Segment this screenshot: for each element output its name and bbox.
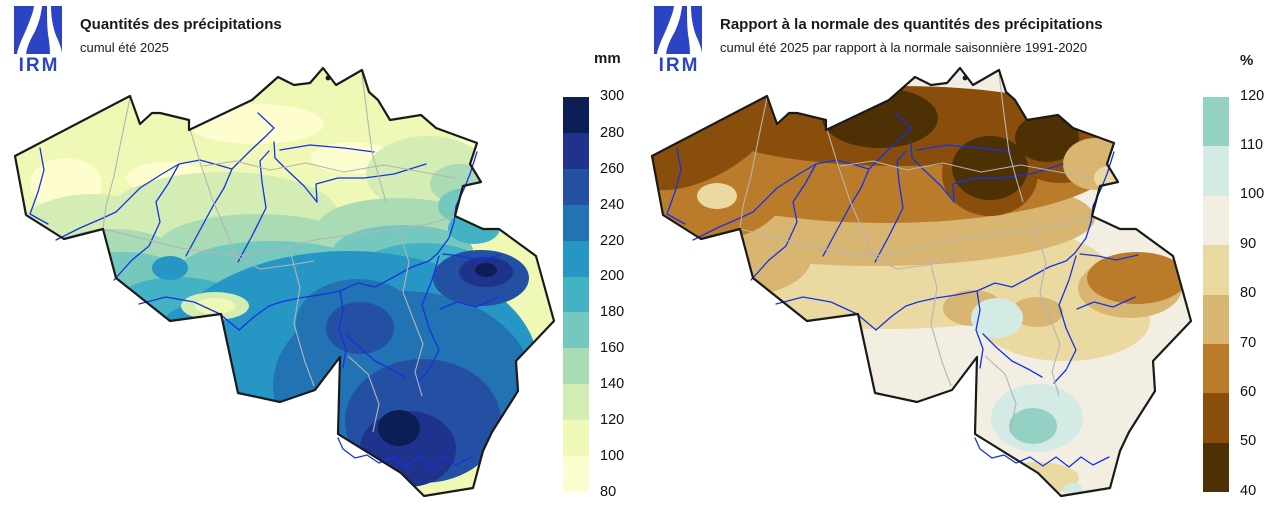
ratio-contours-layer: [652, 68, 1191, 496]
legend-tick: 100: [600, 448, 625, 464]
legend-tick: 180: [600, 304, 625, 320]
colorbar-step: [563, 204, 589, 241]
colorbar-step: [1203, 97, 1229, 147]
legend-tick: 60: [1240, 384, 1257, 400]
left-map-subtitle: cumul été 2025: [80, 40, 169, 55]
colorbar-step: [563, 384, 589, 421]
legend-tick: 140: [600, 376, 625, 392]
colorbar-step: [563, 276, 589, 313]
legend-tick: 50: [1240, 433, 1257, 449]
irm-logo-text: IRM: [659, 55, 700, 74]
ratio-colorbar: [1203, 97, 1229, 492]
legend-tick: 100: [1240, 186, 1265, 202]
legend-unit-mm: mm: [594, 50, 621, 67]
colorbar-step: [1203, 343, 1229, 394]
ratio-legend: % 120 110 100 90 80 70 60 50 40: [1203, 0, 1280, 507]
colorbar-step: [563, 132, 589, 169]
colorbar-step: [1203, 393, 1229, 443]
irm-logo-text: IRM: [19, 55, 60, 74]
legend-tick: 70: [1240, 335, 1257, 351]
precipitation-colorbar: [563, 97, 589, 492]
legend-tick: 240: [600, 197, 625, 213]
belgium-precipitation-map: [13, 66, 556, 498]
country-border: [13, 66, 556, 498]
colorbar-step: [563, 240, 589, 277]
precipitation-contours-layer: [15, 68, 554, 496]
baarle-enclave-dot: [325, 75, 331, 81]
colorbar-step: [563, 420, 589, 457]
colorbar-step: [1203, 195, 1229, 246]
colorbar-step: [563, 348, 589, 385]
legend-tick: 160: [600, 340, 625, 356]
irm-logo-white-band-left: [17, 6, 42, 54]
irm-logo: IRM: [14, 6, 62, 74]
legend-tick: 260: [600, 161, 625, 177]
irm-logo-white-band-right: [687, 6, 702, 54]
colorbar-step: [1203, 245, 1229, 295]
legend-tick: 200: [600, 268, 625, 284]
legend-tick: 120: [1240, 88, 1265, 104]
right-map-title: Rapport à la normale des quantités des p…: [720, 16, 1103, 33]
country-border: [650, 66, 1193, 498]
legend-tick: 40: [1240, 483, 1257, 499]
left-map-title: Quantités des précipitations: [80, 16, 282, 33]
right-map-subtitle: cumul été 2025 par rapport à la normale …: [720, 40, 1088, 55]
province-borders-layer: [739, 73, 1093, 433]
legend-tick: 300: [600, 88, 625, 104]
colorbar-step: [1203, 146, 1229, 196]
legend-tick: 220: [600, 233, 625, 249]
rivers-layer: [666, 112, 1139, 468]
colorbar-step: [563, 312, 589, 349]
colorbar-step: [1203, 294, 1229, 344]
colorbar-step: [563, 97, 589, 133]
legend-tick: 80: [600, 484, 617, 500]
colorbar-step: [563, 456, 589, 492]
legend-tick: 280: [600, 125, 625, 141]
legend-tick: 90: [1240, 236, 1257, 252]
baarle-enclave-dot: [962, 75, 968, 81]
irm-logo-white-band-right: [47, 6, 62, 54]
belgium-ratio-to-normal-map: [650, 66, 1193, 498]
irm-logo-white-band-left: [657, 6, 682, 54]
irm-logo: IRM: [654, 6, 702, 74]
rivers-layer: [29, 112, 502, 468]
precipitation-legend: mm 300 280 260 240 220 200 180 160 140 1…: [563, 0, 643, 507]
legend-unit-percent: %: [1240, 52, 1254, 69]
province-borders-layer: [102, 73, 456, 433]
legend-tick: 80: [1240, 285, 1257, 301]
legend-tick: 110: [1240, 137, 1264, 153]
colorbar-step: [1203, 442, 1229, 492]
legend-tick: 120: [600, 412, 625, 428]
colorbar-step: [563, 168, 589, 205]
